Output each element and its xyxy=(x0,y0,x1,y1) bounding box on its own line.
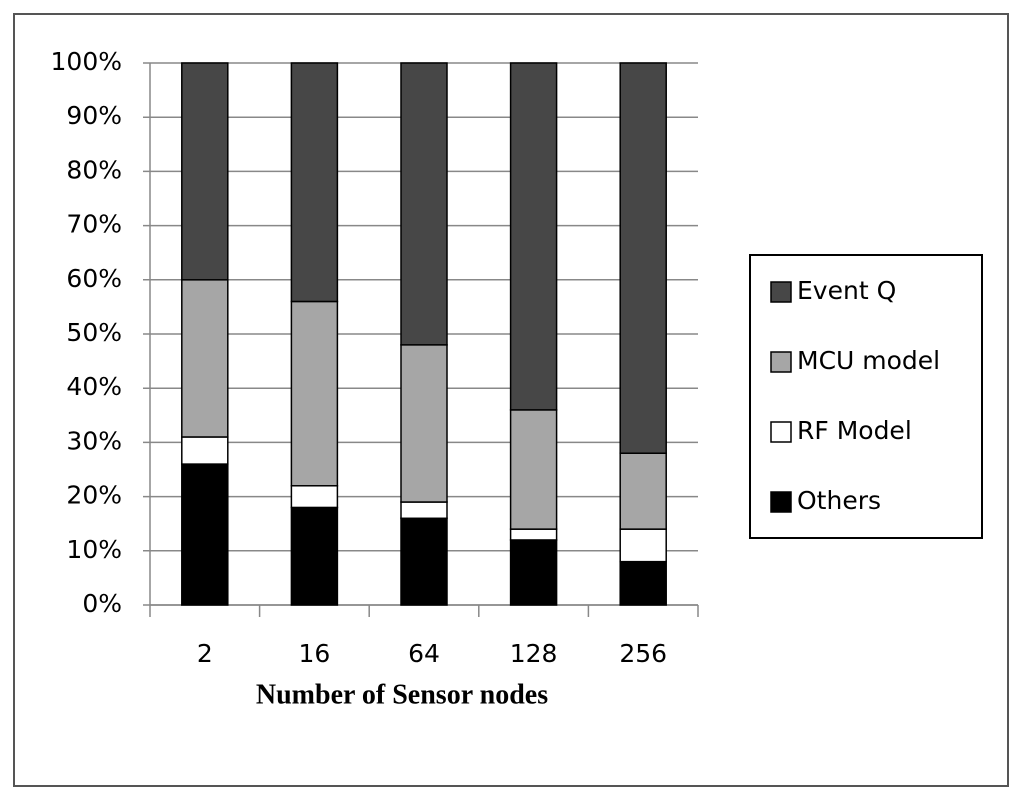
bar-segment xyxy=(619,452,667,530)
bar-segment xyxy=(290,506,339,606)
legend-swatch xyxy=(770,281,792,303)
bar-segment xyxy=(181,463,229,606)
bar-segment xyxy=(400,517,448,606)
y-tick-label: 10% xyxy=(66,535,122,564)
legend-label: Others xyxy=(797,486,881,515)
bar-segment xyxy=(181,436,229,465)
y-tick-label: 70% xyxy=(66,210,122,239)
legend-swatch xyxy=(770,491,792,513)
legend-swatch xyxy=(770,351,792,373)
bar-segment xyxy=(619,560,667,606)
bar-segment xyxy=(619,62,667,454)
bar-segment xyxy=(290,485,339,509)
y-tick-label: 40% xyxy=(66,372,122,401)
legend-label: RF Model xyxy=(797,416,912,445)
y-tick-label: 90% xyxy=(66,101,122,130)
x-tick-label: 128 xyxy=(510,639,558,668)
bar-segment xyxy=(290,62,339,303)
bar-segment xyxy=(619,528,667,563)
bar-segment xyxy=(400,501,448,520)
x-tick-label: 256 xyxy=(619,639,667,668)
y-tick-label: 60% xyxy=(66,264,122,293)
x-tick-label: 64 xyxy=(408,639,440,668)
bar-segment xyxy=(509,528,558,541)
bar-segment xyxy=(509,539,558,606)
legend-label: Event Q xyxy=(797,276,896,305)
x-tick-label: 2 xyxy=(197,639,213,668)
legend-swatch xyxy=(770,421,792,443)
x-tick-label: 16 xyxy=(298,639,330,668)
y-tick-label: 0% xyxy=(82,589,122,618)
y-tick-label: 80% xyxy=(66,155,122,184)
bar-segment xyxy=(290,300,339,487)
legend-label: MCU model xyxy=(797,346,940,375)
bar-segment xyxy=(400,344,448,503)
y-tick-label: 30% xyxy=(66,426,122,455)
y-tick-label: 50% xyxy=(66,318,122,347)
bar-segment xyxy=(181,279,229,438)
x-axis-title: Number of Sensor nodes xyxy=(256,679,548,710)
bar-segment xyxy=(181,62,229,281)
y-tick-label: 20% xyxy=(66,481,122,510)
bar-segment xyxy=(509,409,558,530)
bar-segment xyxy=(400,62,448,346)
bar-segment xyxy=(509,62,558,411)
y-tick-label: 100% xyxy=(51,47,122,76)
